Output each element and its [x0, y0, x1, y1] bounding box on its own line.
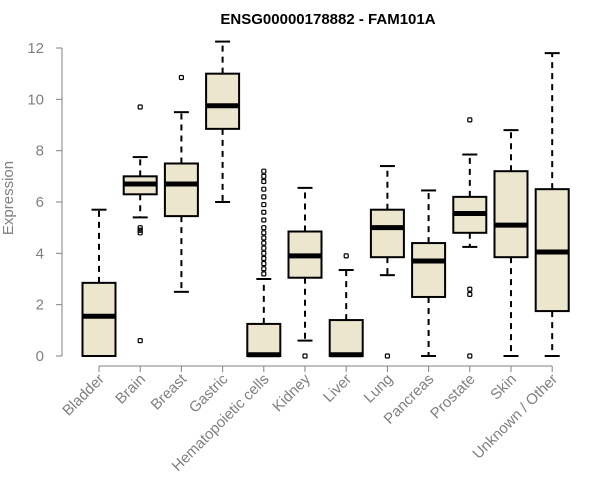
box-group: [81, 208, 117, 358]
box-group: [534, 52, 570, 357]
outlier-point: [261, 178, 267, 185]
outlier-point: [343, 253, 349, 259]
plot-area: [81, 40, 570, 359]
outlier-point: [261, 201, 267, 208]
outlier-point: [467, 117, 473, 123]
y-tick-label: 12: [27, 40, 44, 57]
outlier-point: [261, 271, 267, 277]
outlier-point: [261, 194, 267, 200]
y-axis-title: Expression: [0, 161, 17, 235]
chart-title: ENSG00000178882 - FAM101A: [220, 11, 435, 28]
outlier-point: [137, 338, 143, 344]
y-tick-label: 2: [36, 297, 44, 314]
outlier-point: [137, 104, 143, 110]
box-group: [328, 253, 364, 358]
outlier-point: [261, 240, 267, 246]
outlier-point: [261, 255, 267, 262]
y-tick-label: 10: [27, 91, 44, 108]
outlier-point: [137, 227, 143, 233]
box: [205, 72, 241, 130]
outlier-point: [178, 74, 184, 81]
y-tick-label: 6: [36, 194, 44, 211]
box-group: [369, 165, 405, 359]
box-group: [287, 186, 323, 359]
outlier-point: [261, 250, 267, 256]
outlier-point: [261, 173, 267, 179]
box-group: [452, 117, 488, 359]
outlier-point: [261, 230, 267, 236]
x-tick-label: Bladder: [59, 371, 108, 420]
outlier-point: [384, 353, 390, 359]
box-group: [246, 168, 282, 358]
outlier-point: [261, 225, 267, 231]
x-tick-label: Lung: [361, 371, 397, 407]
x-tick-label: Brain: [112, 371, 149, 408]
box: [411, 242, 447, 298]
box: [81, 281, 117, 358]
x-tick-label: Liver: [320, 371, 355, 406]
x-tick-label: Kidney: [269, 370, 314, 415]
outlier-point: [302, 353, 308, 359]
box: [493, 170, 529, 259]
outlier-point: [261, 186, 267, 192]
outlier-point: [261, 235, 267, 241]
outlier-point: [137, 230, 143, 236]
box-group: [411, 189, 447, 357]
outlier-point: [261, 168, 267, 174]
box-group: [122, 104, 158, 344]
outlier-point: [261, 245, 267, 251]
outlier-point: [467, 286, 473, 292]
outlier-point: [261, 261, 267, 267]
box: [246, 322, 282, 357]
outlier-point: [467, 291, 473, 297]
outlier-point: [467, 353, 473, 359]
y-tick-label: 0: [36, 348, 44, 365]
box-group: [163, 74, 199, 293]
y-tick-label: 8: [36, 143, 44, 160]
box-group: [205, 40, 241, 203]
box: [369, 208, 405, 259]
x-tick-label: Prostate: [427, 371, 479, 423]
y-axis: 0 2 4 6 8 10 12: [27, 40, 63, 365]
outlier-point: [137, 225, 143, 231]
outlier-point: [261, 217, 267, 223]
box-group: [493, 129, 529, 357]
box: [328, 319, 364, 358]
y-tick-label: 4: [36, 245, 44, 262]
x-tick-label: Breast: [148, 370, 191, 413]
box: [163, 162, 199, 218]
outlier-point: [261, 209, 267, 215]
x-tick-label: Skin: [487, 371, 520, 404]
outlier-point: [261, 266, 267, 272]
